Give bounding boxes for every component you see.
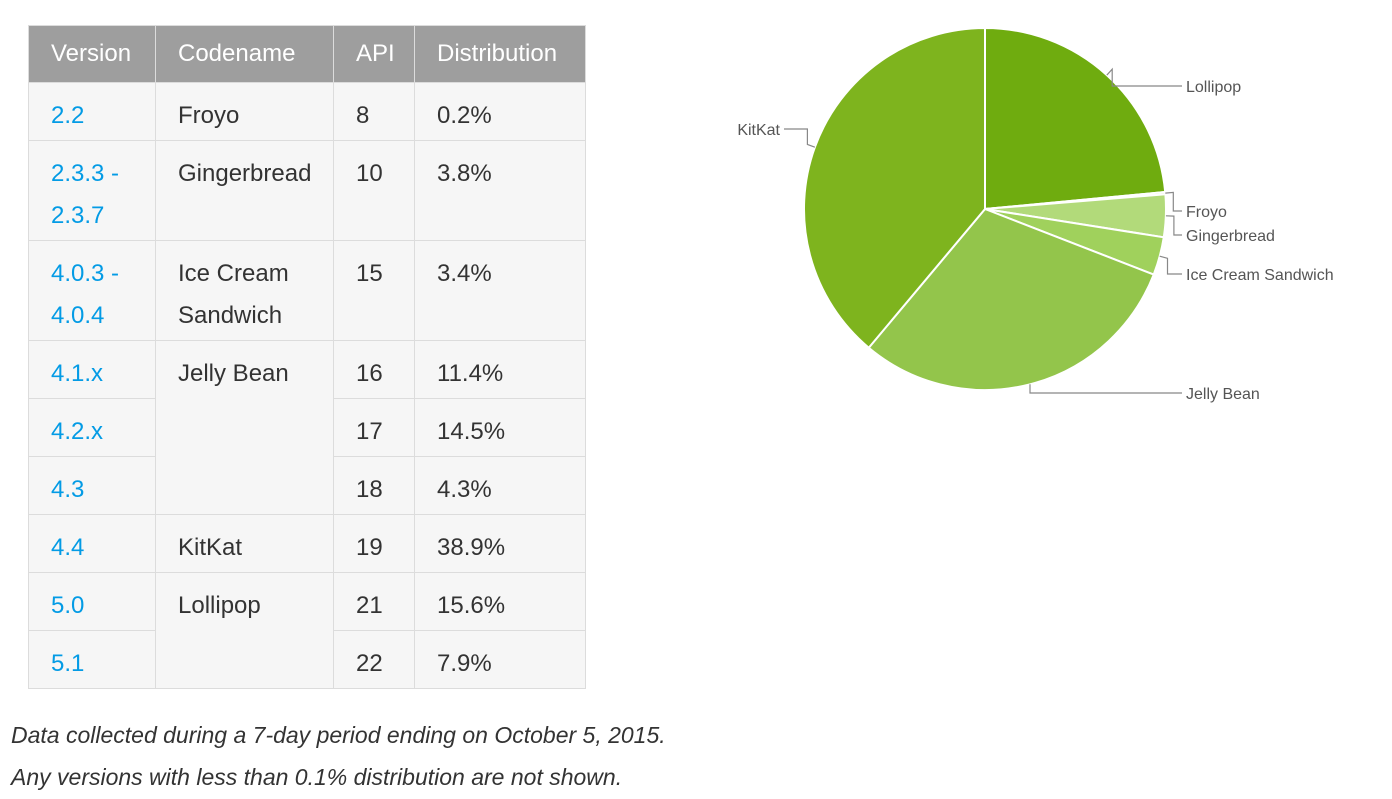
pie-labels: Lollipop Froyo Gingerbread Ice Cream Sandwi…	[737, 67, 1334, 403]
version-link[interactable]: 5.0	[51, 592, 85, 619]
pie-slice-jelly-bean[interactable]	[867, 207, 1155, 391]
table-row: 4.2.x 17 14.5%	[28, 398, 586, 457]
distribution-table: Version Codename API Distribution 2.2 Fr…	[28, 25, 586, 689]
pie-label-jelly-bean: Jelly Bean	[1186, 386, 1260, 403]
version-cell[interactable]: 4.1.x	[28, 340, 156, 399]
pie-slice-lollipop[interactable]	[984, 26, 1167, 211]
api-cell: 21	[333, 572, 415, 631]
table-row: 4.4 KitKat 19 38.9%	[28, 514, 586, 573]
version-cell[interactable]: 5.1	[28, 630, 156, 689]
table-row: 5.0 Lollipop 21 15.6%	[28, 572, 586, 689]
leader-line-ice-cream-sandwich	[1159, 255, 1182, 275]
header-version: Version	[28, 25, 156, 83]
version-link[interactable]: 2.2	[51, 102, 85, 129]
version-link[interactable]: 4.0.3 - 4.0.4	[51, 260, 120, 329]
table-row: 2.2 Froyo 8 0.2%	[28, 82, 586, 141]
header-distribution: Distribution	[414, 25, 586, 83]
distribution-cell: 38.9%	[414, 514, 586, 573]
api-cell: 16	[333, 340, 415, 399]
codename-cell: Ice Cream Sandwich	[155, 240, 334, 341]
version-cell[interactable]: 4.2.x	[28, 398, 156, 457]
table-row: 4.0.3 - 4.0.4 Ice Cream Sandwich 15 3.4%	[28, 240, 586, 341]
distribution-cell: 14.5%	[414, 398, 586, 457]
codename-cell: Jelly Bean	[155, 340, 334, 515]
distribution-cell: 11.4%	[414, 340, 586, 399]
version-cell[interactable]: 4.0.3 - 4.0.4	[28, 240, 156, 341]
codename-cell: Froyo	[155, 82, 334, 141]
version-cell[interactable]: 4.4	[28, 514, 156, 573]
version-cell[interactable]: 2.3.3 - 2.3.7	[28, 140, 156, 241]
header-api: API	[333, 25, 415, 83]
leader-line-froyo	[1165, 191, 1182, 212]
codename-cell: Gingerbread	[155, 140, 334, 241]
pie-label-gingerbread: Gingerbread	[1186, 228, 1275, 245]
footnote-threshold: Any versions with less than 0.1% distrib…	[11, 764, 623, 790]
table-row: 4.3 18 4.3%	[28, 456, 586, 515]
distribution-cell: 7.9%	[414, 630, 586, 689]
distribution-cell: 3.4%	[414, 240, 586, 341]
api-cell: 15	[333, 240, 415, 341]
distribution-cell: 4.3%	[414, 456, 586, 515]
codename-cell: KitKat	[155, 514, 334, 573]
version-link[interactable]: 4.1.x	[51, 360, 104, 387]
version-link[interactable]: 4.4	[51, 534, 85, 561]
codename-cell: Lollipop	[155, 572, 334, 689]
distribution-cell: 3.8%	[414, 140, 586, 241]
footnote-collection-period: Data collected during a 7-day period end…	[11, 722, 666, 748]
api-cell: 19	[333, 514, 415, 573]
version-cell[interactable]: 2.2	[28, 82, 156, 141]
version-link[interactable]: 2.3.3 - 2.3.7	[51, 160, 120, 229]
pie-slices	[803, 26, 1167, 391]
version-link[interactable]: 4.3	[51, 476, 85, 503]
table-row: 2.3.3 - 2.3.7 Gingerbread 10 3.8%	[28, 140, 586, 241]
api-cell: 17	[333, 398, 415, 457]
version-cell[interactable]: 5.0	[28, 572, 156, 631]
leader-line-lollipop	[1106, 67, 1182, 87]
version-link[interactable]: 4.2.x	[51, 418, 104, 445]
version-link[interactable]: 5.1	[51, 650, 85, 677]
api-cell: 8	[333, 82, 415, 141]
leader-line-jelly-bean	[1029, 384, 1182, 394]
table-row: 4.1.x Jelly Bean 16 11.4%	[28, 340, 586, 515]
api-cell: 22	[333, 630, 415, 689]
pie-label-kitkat: KitKat	[737, 122, 780, 139]
distribution-pie-chart: Lollipop Froyo Gingerbread Ice Cream Sandwi…	[737, 26, 1334, 403]
table-row: 5.1 22 7.9%	[28, 630, 586, 689]
api-cell: 10	[333, 140, 415, 241]
leader-line-kitkat	[784, 128, 816, 148]
pie-label-lollipop: Lollipop	[1186, 79, 1241, 96]
leader-line-gingerbread	[1165, 215, 1182, 236]
api-cell: 18	[333, 456, 415, 515]
distribution-cell: 0.2%	[414, 82, 586, 141]
distribution-cell: 15.6%	[414, 572, 586, 631]
table-header-row: Version Codename API Distribution	[28, 25, 586, 83]
pie-label-ice-cream-sandwich: Ice Cream Sandwich	[1186, 267, 1334, 284]
pie-label-froyo: Froyo	[1186, 204, 1227, 221]
version-cell[interactable]: 4.3	[28, 456, 156, 515]
header-codename: Codename	[155, 25, 334, 83]
footnotes: Data collected during a 7-day period end…	[11, 714, 666, 798]
